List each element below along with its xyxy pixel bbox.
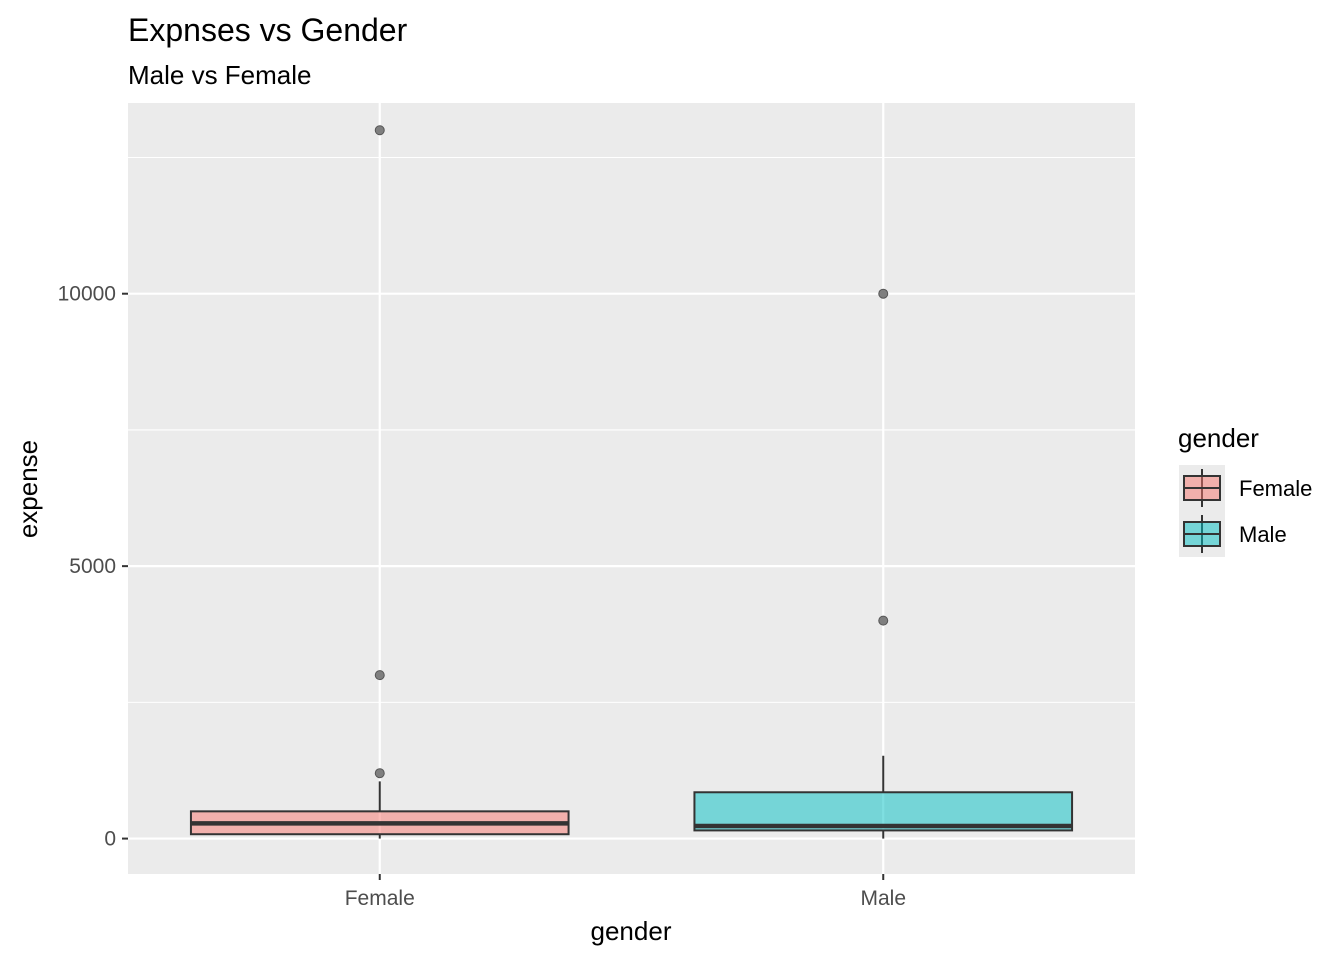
x-tick-label: Female: [345, 887, 415, 910]
outlier-point: [374, 670, 385, 681]
y-tick-label: 0: [104, 828, 116, 851]
legend-keys: Female Male: [1179, 465, 1312, 557]
legend-label: Female: [1239, 476, 1312, 501]
plot-panel: [128, 103, 1135, 874]
box-male: [693, 288, 1074, 839]
x-tick-label: Male: [860, 887, 906, 910]
box-female: [189, 125, 570, 839]
outlier-point: [374, 125, 385, 136]
legend-item-female: Female: [1179, 465, 1312, 511]
axis-layer: 0 5000 10000 Female Male: [58, 283, 906, 910]
legend-label: Male: [1239, 522, 1287, 547]
x-axis-title: gender: [591, 916, 672, 946]
outlier-point: [878, 615, 889, 626]
y-axis-title: expense: [13, 440, 43, 538]
legend-item-male: Male: [1179, 511, 1287, 557]
legend: gender Female Male: [1178, 423, 1312, 557]
y-tick-label: 5000: [69, 555, 116, 578]
y-tick-label: 10000: [58, 283, 116, 306]
outlier-point: [878, 288, 889, 299]
legend-title: gender: [1178, 423, 1259, 453]
chart-subtitle: Male vs Female: [128, 60, 312, 90]
chart-title: Expnses vs Gender: [128, 12, 408, 48]
outlier-point: [374, 768, 385, 779]
grid-lines: [128, 103, 1135, 874]
box-layer: [189, 125, 1074, 839]
